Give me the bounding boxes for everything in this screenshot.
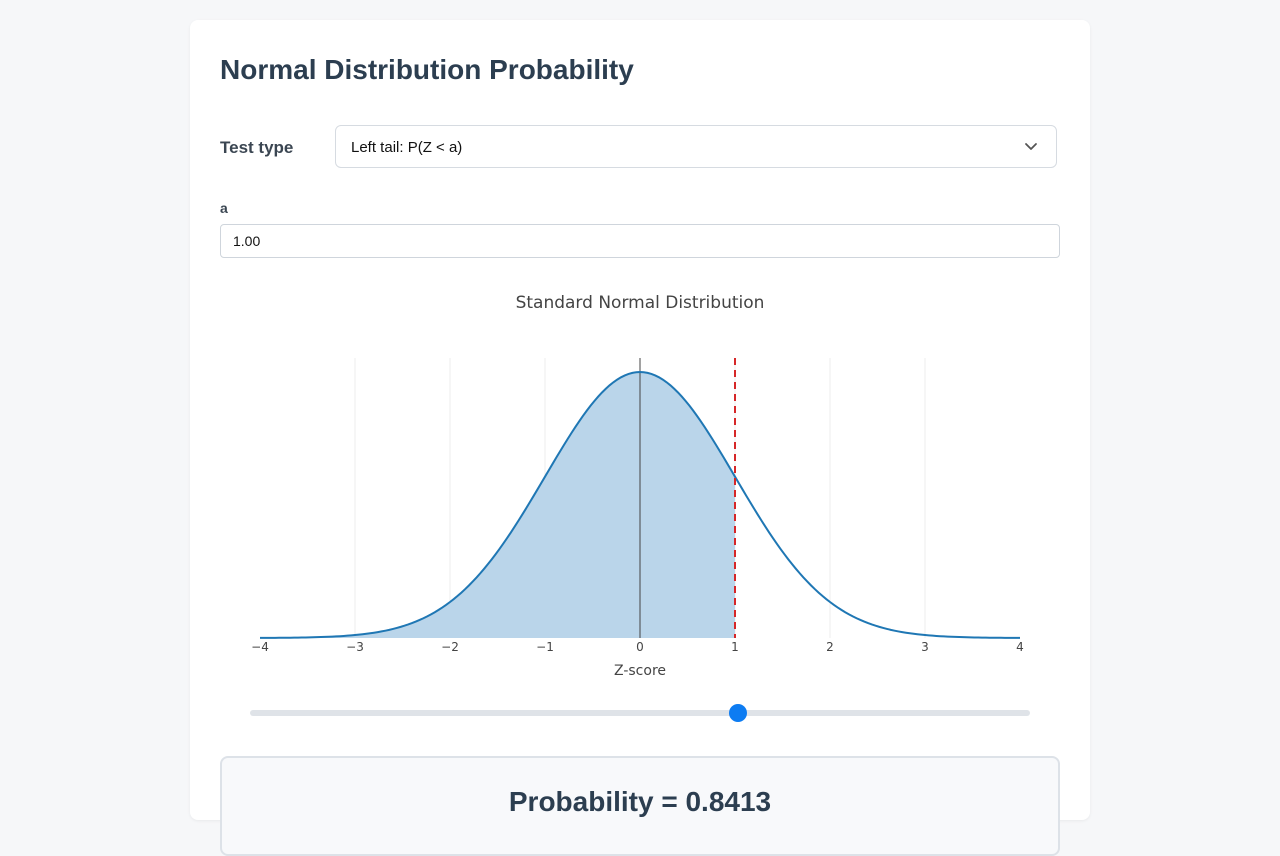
test-type-selected-value: Left tail: P(Z < a) <box>351 139 463 156</box>
x-tick-label: 0 <box>636 640 644 654</box>
x-axis-label: Z-score <box>614 663 666 679</box>
density-curve <box>259 371 1021 639</box>
x-tick-label: −4 <box>251 640 269 654</box>
result-panel: Probability = 0.8413 <box>220 756 1060 856</box>
test-type-select[interactable]: Left tail: P(Z < a) <box>335 125 1057 168</box>
x-tick-label: 3 <box>921 640 929 654</box>
slider-track[interactable] <box>250 710 1030 716</box>
normal-distribution-chart: Standard Normal Distribution −4 −3 −2 −1 0 1 2… <box>251 293 1024 679</box>
x-tick-label: 1 <box>731 640 739 654</box>
calculator-card: Normal Distribution Probability Test typ… <box>190 20 1090 856</box>
x-tick-label: 2 <box>826 640 834 654</box>
page-title: Normal Distribution Probability <box>220 54 634 85</box>
x-tick-label: −2 <box>441 640 459 654</box>
x-axis-ticks: −4 −3 −2 −1 0 1 2 3 4 <box>251 640 1024 654</box>
slider-thumb[interactable] <box>728 704 747 722</box>
shaded-probability-area <box>260 372 735 638</box>
test-type-label: Test type <box>220 138 294 157</box>
chevron-down-icon <box>1025 143 1037 150</box>
probability-result: Probability = 0.8413 <box>508 786 772 817</box>
chart-title: Standard Normal Distribution <box>516 293 765 313</box>
x-tick-label: 4 <box>1016 640 1024 654</box>
a-input[interactable] <box>220 224 1060 258</box>
a-label: a <box>220 200 228 216</box>
x-tick-label: −3 <box>346 640 364 654</box>
x-tick-label: −1 <box>536 640 554 654</box>
a-slider[interactable] <box>250 702 1030 724</box>
